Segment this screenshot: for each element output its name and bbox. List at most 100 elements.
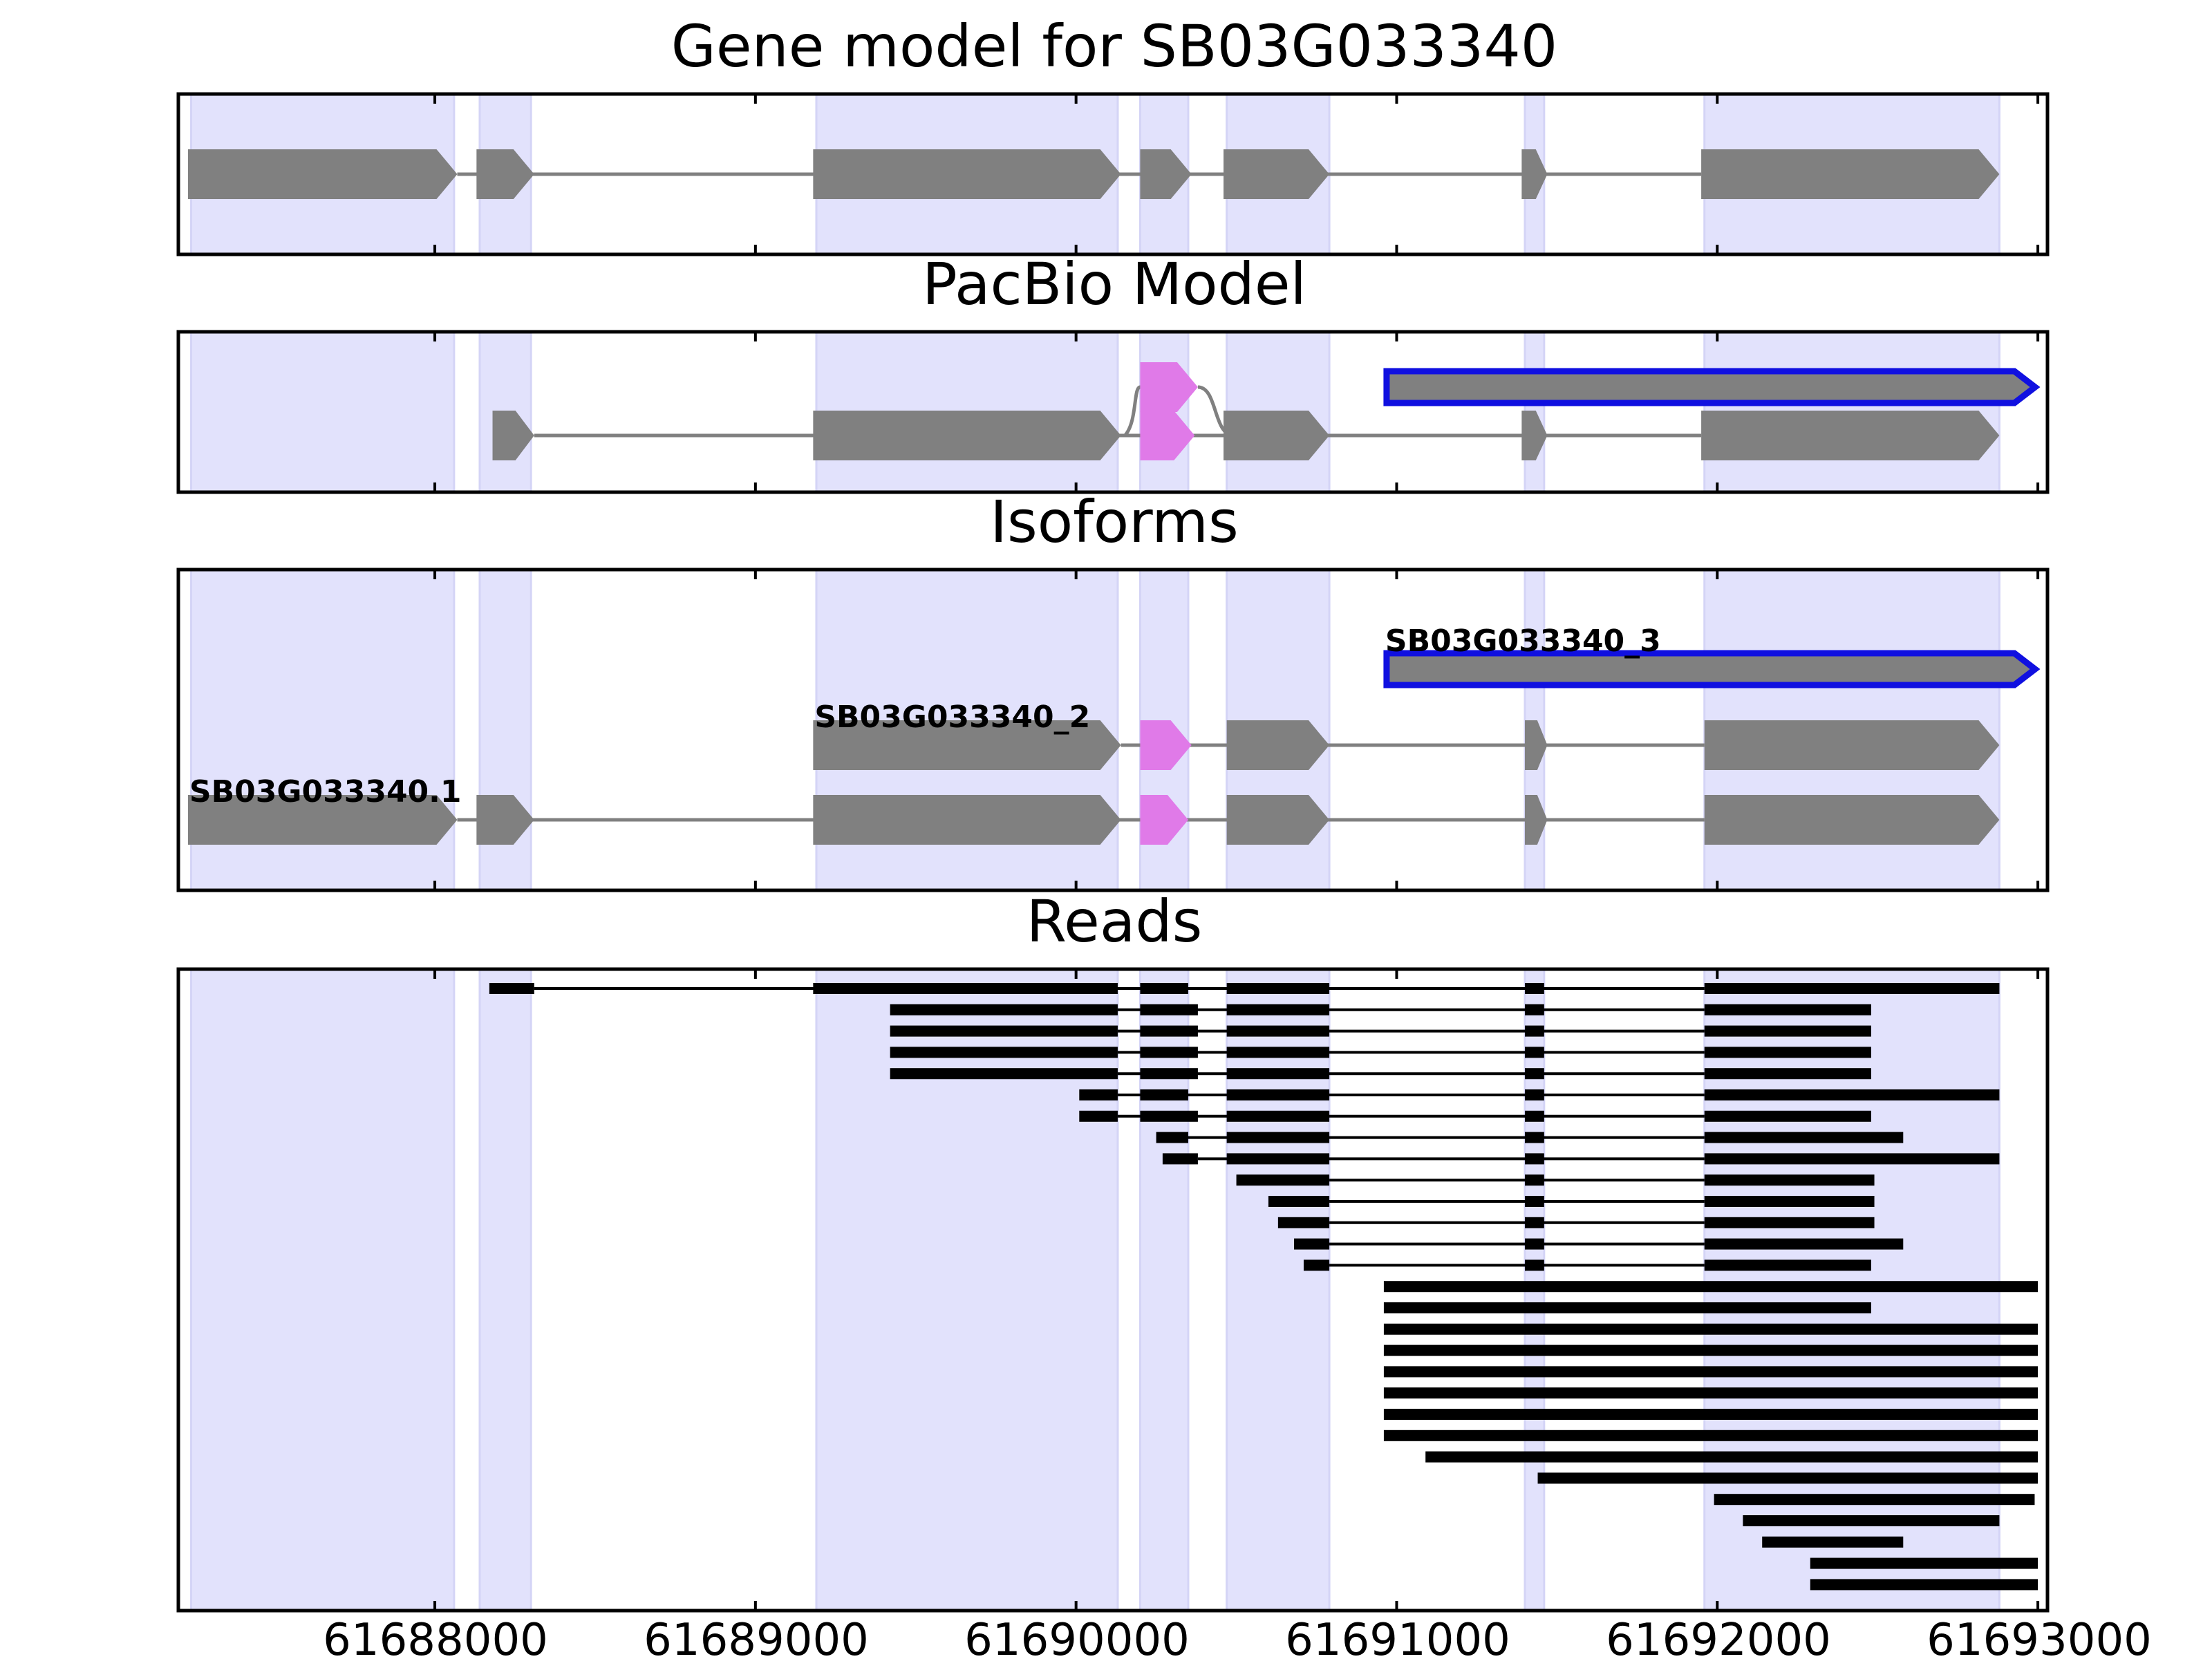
panel-title-reads: Reads xyxy=(1027,888,1203,955)
read-segment xyxy=(1524,1025,1544,1037)
exon-block xyxy=(813,795,1121,845)
shaded-exon-region xyxy=(478,968,532,1612)
exon-block xyxy=(1521,411,1548,460)
read-segment xyxy=(890,1004,1118,1015)
exon-block xyxy=(187,149,458,199)
read-segment xyxy=(1704,1217,1875,1228)
gene-model-panel: Gene model for SB03G033340 xyxy=(176,12,2050,256)
read-segment xyxy=(1226,1089,1330,1100)
read-segment xyxy=(1810,1557,2038,1569)
read-segment xyxy=(1156,1132,1188,1143)
read-segment xyxy=(1383,1409,2038,1420)
read-segment xyxy=(1524,1004,1544,1015)
read-segment xyxy=(1704,1174,1875,1186)
read-segment xyxy=(1383,1281,2038,1293)
read-segment xyxy=(1524,1132,1544,1143)
read-segment xyxy=(1704,1110,1871,1122)
read-segment xyxy=(1079,1110,1118,1122)
x-tick-label: 61688000 xyxy=(323,1615,548,1659)
read-segment xyxy=(1226,1132,1330,1143)
shaded-exon-region xyxy=(190,330,456,494)
read-segment xyxy=(1704,1004,1871,1015)
read-segment xyxy=(1140,983,1188,994)
exon-block xyxy=(476,149,534,199)
read-segment xyxy=(1704,1259,1871,1271)
read-segment xyxy=(1236,1174,1330,1186)
read-segment xyxy=(1140,1025,1198,1037)
exon-block xyxy=(1521,149,1548,199)
unspliced-exon xyxy=(1383,650,2041,688)
exon-block xyxy=(1704,720,2000,770)
shaded-exon-region xyxy=(1138,968,1190,1612)
read-segment xyxy=(1743,1515,2000,1526)
x-tick-label: 61693000 xyxy=(1927,1615,2152,1659)
read-segment xyxy=(489,983,534,994)
shaded-exon-region xyxy=(1226,968,1331,1612)
read-segment xyxy=(1524,1196,1544,1207)
read-segment xyxy=(890,1047,1118,1058)
read-segment xyxy=(1524,1089,1544,1100)
read-segment xyxy=(1537,1472,2038,1484)
read-segment xyxy=(1226,983,1330,994)
read-segment xyxy=(1704,1196,1875,1207)
read-segment xyxy=(1524,1238,1544,1250)
read-segment xyxy=(1524,1174,1544,1186)
panel-frame xyxy=(176,568,2050,892)
read-segment xyxy=(1704,983,2000,994)
read-segment xyxy=(1704,1153,2000,1165)
read-segment xyxy=(1140,1089,1188,1100)
read-segment xyxy=(1704,1047,1871,1058)
panel-title-isoforms: Isoforms xyxy=(990,488,1239,556)
read-segment xyxy=(1524,1047,1544,1058)
x-tick-label: 61692000 xyxy=(1606,1615,1831,1659)
isoform-label: SB03G033340_2 xyxy=(814,700,1090,735)
read-segment xyxy=(1226,1047,1330,1058)
panel-title-gene-model: Gene model for SB03G033340 xyxy=(671,12,1557,80)
read-segment xyxy=(1524,1259,1544,1271)
x-tick-label: 61691000 xyxy=(1285,1615,1510,1659)
shaded-exon-region xyxy=(815,968,1119,1612)
read-segment xyxy=(1303,1259,1330,1271)
read-segment xyxy=(1762,1536,1904,1548)
read-segment xyxy=(1140,1004,1198,1015)
splice-branch xyxy=(1197,385,1233,438)
read-segment xyxy=(1704,1068,1871,1080)
read-segment xyxy=(1226,1110,1330,1122)
read-segment xyxy=(1383,1344,2038,1356)
exon-block xyxy=(1701,411,2000,460)
read-segment xyxy=(1704,1132,1904,1143)
x-tick-label: 61690000 xyxy=(964,1615,1190,1659)
read-segment xyxy=(1810,1579,2038,1591)
read-segment xyxy=(1140,1068,1198,1080)
read-segment xyxy=(1226,1068,1330,1080)
unspliced-exon xyxy=(1383,368,2041,406)
read-segment xyxy=(1383,1430,2038,1441)
read-segment xyxy=(1226,1004,1330,1015)
exon-block xyxy=(1226,720,1330,770)
alternative-exon xyxy=(1140,795,1188,845)
x-tick-label: 61689000 xyxy=(644,1615,869,1659)
read-segment xyxy=(1383,1323,2038,1335)
exon-block xyxy=(1224,149,1330,199)
exon-block xyxy=(813,720,1121,770)
exon-block xyxy=(492,411,534,460)
isoforms-panel: Isoforms SB03G033340.1 SB03G033340_2 SB03G… xyxy=(176,488,2050,892)
read-segment xyxy=(1714,1494,2035,1506)
exon-block xyxy=(813,149,1121,199)
exon-block xyxy=(1704,795,2000,845)
read-segment xyxy=(813,983,1118,994)
read-segment xyxy=(1524,1110,1544,1122)
read-segment xyxy=(1524,1217,1544,1228)
read-segment xyxy=(1425,1451,2038,1463)
read-segment xyxy=(1524,983,1544,994)
splice-branch xyxy=(1123,385,1141,437)
read-segment xyxy=(1162,1153,1198,1165)
read-segment xyxy=(1268,1196,1330,1207)
panel-frame xyxy=(176,330,2050,494)
isoform-label: SB03G033340_3 xyxy=(1385,624,1661,659)
exon-block xyxy=(1224,411,1330,460)
alternative-exon xyxy=(1140,720,1192,770)
read-segment xyxy=(1140,1110,1198,1122)
isoform-label: SB03G033340.1 xyxy=(189,774,462,809)
